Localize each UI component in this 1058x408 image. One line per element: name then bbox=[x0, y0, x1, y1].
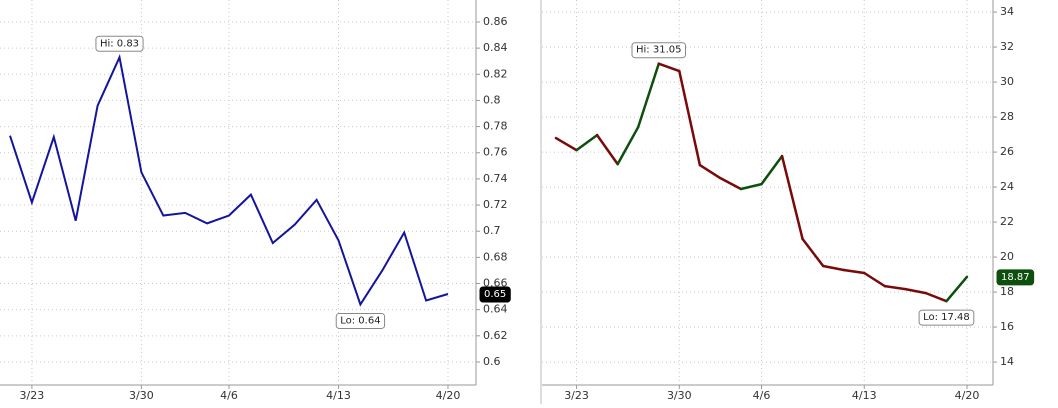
x-tick-label: 4/13 bbox=[852, 389, 877, 402]
line-segment bbox=[575, 133, 599, 152]
annotations: Hi: 31.05 Lo: 17.48 18.87 bbox=[631, 42, 1035, 326]
label-text: 18.87 bbox=[1001, 272, 1030, 283]
label-text: Hi: 0.83 bbox=[100, 38, 139, 49]
line-segment bbox=[739, 182, 763, 191]
label-box bbox=[996, 269, 1035, 286]
line-segment bbox=[780, 154, 804, 241]
y-tick-label: 0.66 bbox=[483, 277, 508, 290]
x-tick-label: 4/13 bbox=[326, 389, 351, 402]
y-tick-label: 32 bbox=[1000, 40, 1014, 53]
y-tick-label: 30 bbox=[1000, 75, 1014, 88]
line-segment bbox=[554, 136, 578, 152]
y-tick-label: 0.84 bbox=[483, 41, 508, 54]
y-tick-label: 0.6 bbox=[483, 355, 501, 368]
x-tick-label: 3/30 bbox=[129, 389, 154, 402]
y-tick-label: 18 bbox=[1000, 285, 1014, 298]
y-tick-label: 20 bbox=[1000, 250, 1014, 263]
x-tick-label: 4/20 bbox=[436, 389, 461, 402]
line-segment bbox=[616, 125, 640, 166]
y-tick-label: 22 bbox=[1000, 215, 1014, 228]
label-box bbox=[918, 309, 975, 326]
annotations: Hi: 0.83 Lo: 0.64 0.65 bbox=[95, 35, 511, 329]
line-segment bbox=[863, 271, 887, 288]
y-tick-label: 14 bbox=[1000, 355, 1014, 368]
x-tick-label: 3/23 bbox=[20, 389, 45, 402]
line-segment bbox=[821, 264, 845, 272]
line-segment bbox=[698, 163, 722, 180]
label-box bbox=[335, 312, 386, 329]
line-segment bbox=[801, 237, 825, 268]
y-tick-label: 0.74 bbox=[483, 172, 508, 185]
y-tick-label: 0.62 bbox=[483, 329, 508, 342]
y-tick-label: 0.76 bbox=[483, 146, 508, 159]
line-segment bbox=[842, 268, 866, 275]
line-segment bbox=[883, 284, 907, 291]
y-tick-label: 0.72 bbox=[483, 198, 508, 211]
label-text: Lo: 17.48 bbox=[923, 312, 970, 323]
x-tick-label: 4/6 bbox=[753, 389, 771, 402]
y-tick-label: 0.64 bbox=[483, 303, 508, 316]
x-tick-label: 4/6 bbox=[220, 389, 238, 402]
y-tick-label: 34 bbox=[1000, 5, 1014, 18]
y-tick-label: 0.78 bbox=[483, 120, 508, 133]
line-segment bbox=[945, 275, 969, 303]
x-tick-label: 4/20 bbox=[955, 389, 980, 402]
y-tick-label: 0.7 bbox=[483, 224, 501, 237]
x-tick-label: 3/23 bbox=[564, 389, 589, 402]
y-tick-label: 0.82 bbox=[483, 67, 508, 80]
line-segment bbox=[904, 287, 928, 295]
label-box bbox=[95, 35, 144, 52]
line-segment bbox=[719, 176, 743, 191]
line-segment bbox=[760, 154, 784, 186]
label-box bbox=[631, 42, 686, 59]
label-box bbox=[479, 286, 511, 303]
label-text: Lo: 0.64 bbox=[340, 315, 380, 326]
line-segment bbox=[595, 133, 619, 166]
label-text: 0.65 bbox=[484, 289, 506, 300]
y-tick-label: 24 bbox=[1000, 180, 1014, 193]
y-tick-label: 0.8 bbox=[483, 93, 501, 106]
y-tick-label: 28 bbox=[1000, 110, 1014, 123]
y-tick-label: 0.68 bbox=[483, 250, 508, 263]
line bbox=[9, 53, 449, 307]
y-tick-label: 16 bbox=[1000, 320, 1014, 333]
label-text: Hi: 31.05 bbox=[636, 45, 681, 56]
x-tick-label: 3/30 bbox=[667, 389, 692, 402]
line-segment bbox=[636, 62, 660, 129]
y-tick-label: 0.86 bbox=[483, 15, 508, 28]
line-segment bbox=[678, 69, 702, 167]
line-segment bbox=[924, 291, 948, 303]
line-segment bbox=[657, 62, 681, 73]
y-tick-label: 26 bbox=[1000, 145, 1014, 158]
